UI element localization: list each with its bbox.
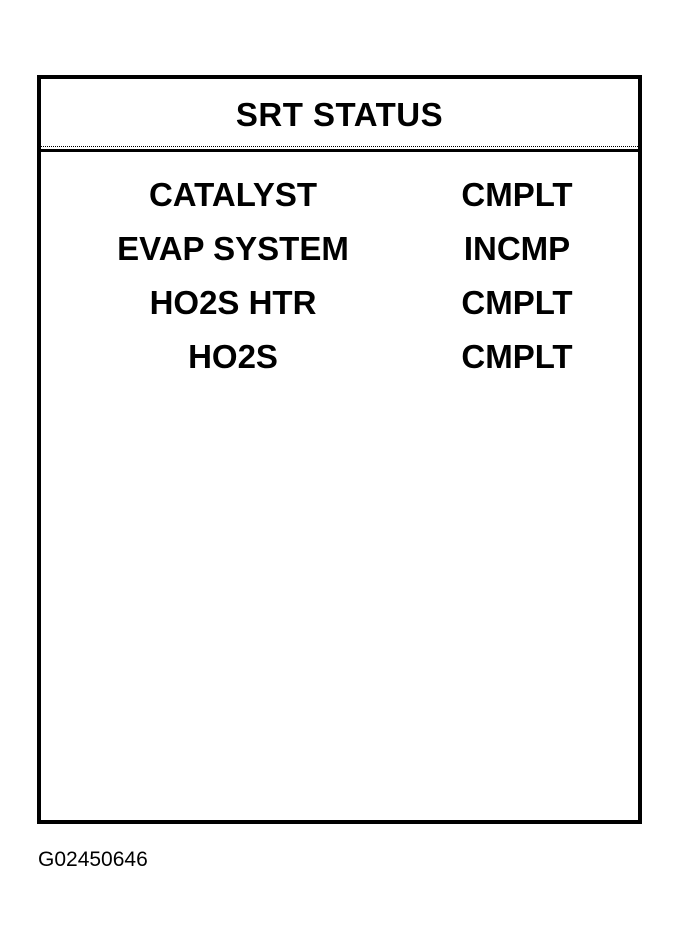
status-row: HO2S CMPLT (41, 338, 638, 378)
display-title: SRT STATUS (235, 96, 444, 133)
monitor-status: CMPLT (461, 338, 573, 375)
status-row: HO2S HTR CMPLT (41, 284, 638, 324)
monitor-status: CMPLT (461, 284, 573, 321)
monitor-status: CMPLT (461, 176, 573, 213)
monitor-label: CATALYST (148, 176, 318, 213)
monitor-label: HO2S HTR (149, 284, 317, 321)
header: SRT STATUS (41, 79, 638, 152)
figure-id: G02450646 (38, 848, 148, 871)
monitor-label: HO2S (188, 338, 278, 375)
status-row: CATALYST CMPLT (41, 176, 638, 216)
srt-status-display: SRT STATUS CATALYST CMPLT EVAP SYSTEM IN… (37, 75, 642, 824)
monitor-label: EVAP SYSTEM (117, 230, 349, 267)
monitor-status: INCMP (463, 230, 571, 267)
status-row: EVAP SYSTEM INCMP (41, 230, 638, 270)
